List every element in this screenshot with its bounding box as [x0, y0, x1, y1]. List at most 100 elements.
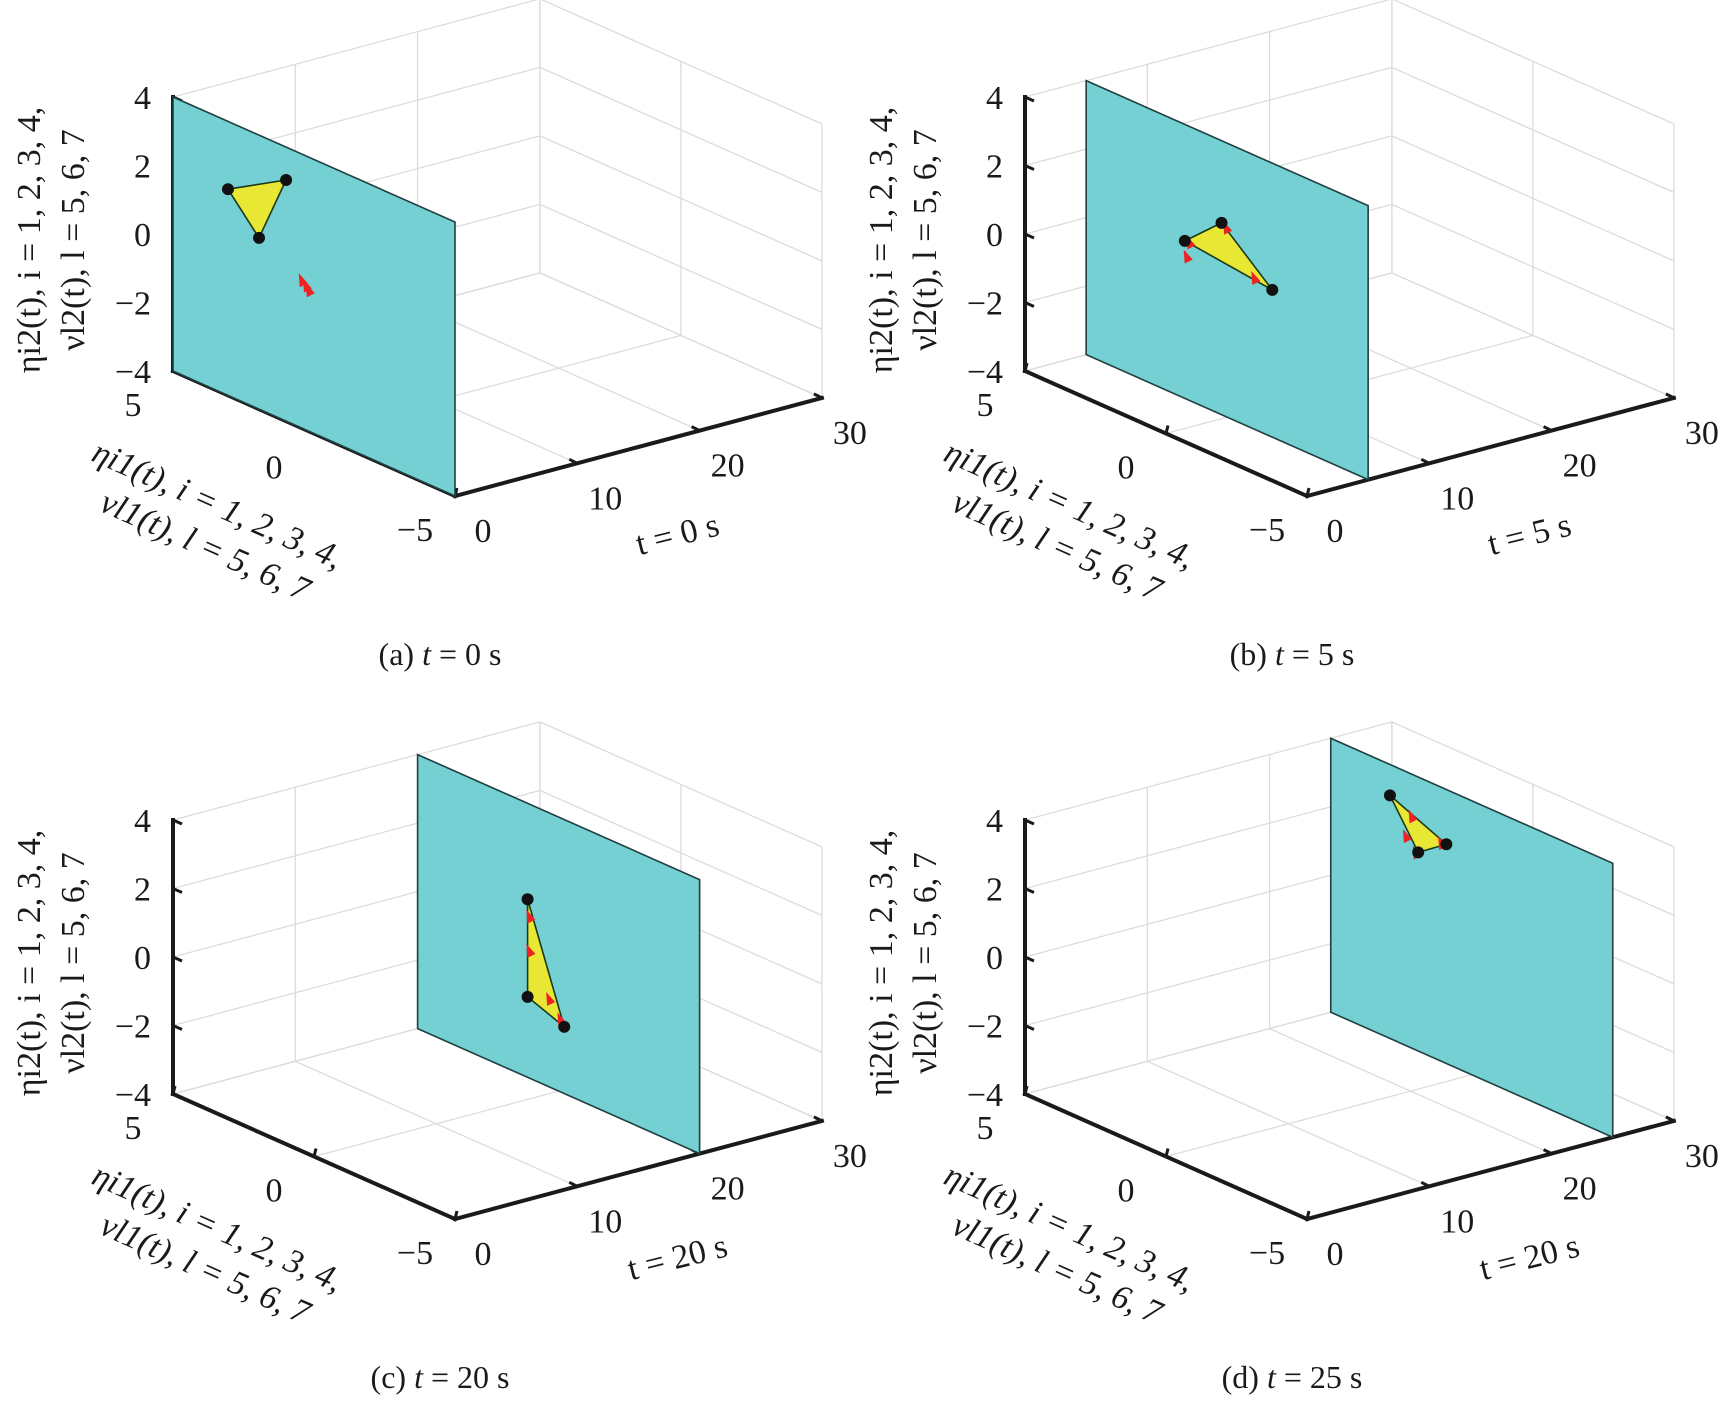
t-axis-label: t = 20 s — [1476, 1228, 1583, 1288]
caption-variable: t — [422, 636, 432, 672]
t-axis-label: t = 20 s — [624, 1228, 731, 1288]
eta2-tick — [172, 818, 183, 826]
follower-marker — [526, 909, 536, 924]
follower-marker — [305, 283, 315, 298]
eta2-tick — [172, 887, 183, 894]
leader-marker — [1266, 283, 1279, 296]
t-tick-label: 10 — [588, 1203, 622, 1240]
t-axis — [452, 395, 825, 499]
eta2-tick — [1024, 164, 1035, 171]
leader-marker — [521, 893, 534, 906]
eta2-tick — [1024, 369, 1035, 377]
eta1-tick-label: 0 — [266, 450, 283, 487]
eta2-tick-label: 4 — [986, 80, 1003, 117]
t-axis — [1304, 1118, 1677, 1222]
panel-caption: (c) t = 20 s — [371, 1359, 510, 1395]
time-plane — [172, 95, 456, 498]
eta1-tick-label: 5 — [977, 1110, 994, 1147]
eta2-tick — [172, 1024, 183, 1031]
caption-variable: t — [414, 1359, 424, 1395]
t-tick-label: 30 — [833, 1138, 867, 1175]
caption-prefix: (a) — [379, 636, 423, 672]
eta2-tick-label: −2 — [967, 286, 1003, 323]
caption-prefix: (d) — [1222, 1359, 1267, 1395]
caption-prefix: (c) — [371, 1359, 415, 1395]
time-plane — [1329, 737, 1614, 1139]
t-tick — [1542, 1148, 1553, 1155]
follower-marker — [1402, 829, 1412, 844]
eta1-tick-label: 5 — [977, 387, 994, 424]
eta2-tick-label: −4 — [115, 1077, 151, 1114]
t-tick — [1420, 1180, 1430, 1188]
t-tick-label: 20 — [711, 448, 745, 485]
eta2-axis-label-line2: νl2(t), l = 5, 6, 7 — [907, 852, 944, 1074]
t-tick-label: 10 — [1440, 480, 1474, 517]
eta1-tick — [1305, 487, 1311, 497]
caption-variable: t — [1275, 636, 1285, 672]
eta1-tick-label: −5 — [397, 1235, 433, 1272]
time-plane — [416, 753, 701, 1155]
caption-variable: t — [1267, 1359, 1277, 1395]
eta1-tick — [1023, 1085, 1029, 1095]
eta2-tick-label: −2 — [967, 1009, 1003, 1046]
eta1-tick — [453, 1210, 459, 1220]
eta2-tick-label: 0 — [134, 217, 151, 254]
eta2-tick — [1024, 95, 1035, 103]
panel-caption: (b) t = 5 s — [1230, 636, 1355, 672]
leader-marker — [280, 174, 293, 187]
leader-formation-triangle — [1389, 794, 1449, 854]
eta2-tick-label: −2 — [115, 1009, 151, 1046]
eta2-axis-label-line2: νl2(t), l = 5, 6, 7 — [55, 129, 92, 351]
t-tick-label: 30 — [833, 415, 867, 452]
eta2-tick-label: 0 — [986, 217, 1003, 254]
caption-suffix: = 0 s — [431, 636, 502, 672]
leader-marker — [521, 990, 534, 1003]
eta2-tick-label: 4 — [134, 803, 151, 840]
gridline-eta2-wall — [172, 0, 539, 98]
leader-marker — [1440, 838, 1453, 851]
eta1-tick — [1164, 1148, 1170, 1157]
eta1-tick — [1164, 425, 1170, 434]
caption-suffix: = 25 s — [1276, 1359, 1363, 1395]
eta1-tick-label: 0 — [266, 1173, 283, 1210]
t-tick — [568, 457, 578, 465]
eta2-tick-label: −4 — [967, 354, 1003, 391]
eta2-tick-label: 2 — [134, 872, 151, 909]
leader-marker — [221, 183, 234, 196]
eta2-tick — [1024, 301, 1035, 308]
leader-marker — [558, 1020, 571, 1033]
eta2-tick — [172, 955, 183, 963]
t-tick-label: 30 — [1685, 1138, 1719, 1175]
eta2-tick-label: 4 — [986, 803, 1003, 840]
follower-marker — [1183, 249, 1193, 264]
eta2-tick-label: −2 — [115, 286, 151, 323]
t-axis-label: t = 5 s — [1484, 507, 1575, 563]
t-tick-label: 10 — [588, 480, 622, 517]
gridline-eta2-wall — [172, 721, 541, 821]
caption-suffix: = 5 s — [1284, 636, 1355, 672]
eta2-tick — [172, 1092, 183, 1100]
t-tick-label: 0 — [1327, 1236, 1344, 1273]
eta2-tick-label: 0 — [986, 940, 1003, 977]
eta2-axis-label-line2: νl2(t), l = 5, 6, 7 — [907, 129, 944, 351]
eta2-tick-label: 4 — [134, 80, 151, 117]
eta2-axis-label-line1: ηi2(t), i = 1, 2, 3, 4, — [863, 107, 900, 373]
leader-formation-triangle — [1183, 221, 1273, 291]
eta1-tick — [1305, 1210, 1311, 1220]
t-tick — [1542, 425, 1553, 432]
eta2-tick-label: −4 — [115, 354, 151, 391]
leader-marker — [1178, 234, 1191, 247]
eta1-tick — [312, 1148, 318, 1157]
t-tick-label: 0 — [1327, 513, 1344, 550]
eta2-axis-label-line1: ηi2(t), i = 1, 2, 3, 4, — [11, 107, 48, 373]
eta2-tick-label: 2 — [986, 872, 1003, 909]
eta1-tick-label: 5 — [125, 1110, 142, 1147]
t-tick — [1665, 392, 1675, 400]
t-tick-label: 20 — [711, 1171, 745, 1208]
eta1-tick — [1023, 362, 1029, 372]
eta2-tick-label: 2 — [986, 149, 1003, 186]
